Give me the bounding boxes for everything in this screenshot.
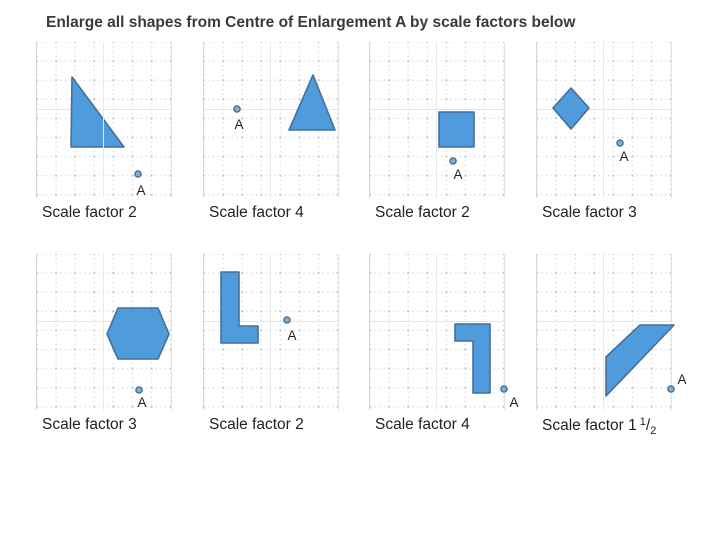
centre-label: A xyxy=(287,328,296,343)
panel-figure: A xyxy=(552,87,629,164)
scale-factor-caption: Scale factor 4 xyxy=(209,204,304,221)
centre-of-enlargement-dot xyxy=(667,385,675,393)
l-shape-shape xyxy=(220,271,259,344)
scale-factor-caption: Scale factor 2 xyxy=(209,416,304,433)
panel-figure: A xyxy=(106,307,170,410)
grid-panel-square: A xyxy=(369,42,505,198)
scale-factor-caption: Scale factor 3 xyxy=(542,204,637,221)
centre-of-enlargement-dot xyxy=(449,157,457,165)
centre-of-enlargement-dot xyxy=(500,385,508,393)
scale-factor-caption: Scale factor 1 1/2 xyxy=(542,416,657,437)
grid-panel-right-triangle: A xyxy=(36,42,172,198)
panel-figure: A xyxy=(454,323,519,410)
centre-label: A xyxy=(136,183,145,198)
reverse-l-shape-shape xyxy=(454,323,491,394)
scale-factor-caption: Scale factor 2 xyxy=(42,204,137,221)
right-triangle-shape xyxy=(70,76,125,148)
worksheet-title: Enlarge all shapes from Centre of Enlarg… xyxy=(46,14,576,31)
centre-label: A xyxy=(619,149,628,164)
panel-figure: A xyxy=(220,271,297,344)
scale-factor-caption: Scale factor 3 xyxy=(42,416,137,433)
grid-panel-hexagon: A xyxy=(36,254,172,410)
fraction-denominator: 2 xyxy=(650,425,657,437)
grid-panel-reverse-l-shape: A xyxy=(369,254,519,410)
centre-label: A xyxy=(453,167,462,182)
centre-label: A xyxy=(677,372,686,387)
diamond-shape xyxy=(552,87,590,130)
centre-label: A xyxy=(234,117,243,132)
panel-figure: A xyxy=(233,74,336,132)
centre-of-enlargement-dot xyxy=(616,139,624,147)
centre-of-enlargement-dot xyxy=(233,105,241,113)
centre-label: A xyxy=(137,395,146,410)
triangle-shape xyxy=(288,74,336,131)
centre-of-enlargement-dot xyxy=(134,170,142,178)
panel-figure: A xyxy=(605,324,687,397)
panel-figure: A xyxy=(438,111,475,182)
scale-factor-caption: Scale factor 4 xyxy=(375,416,470,433)
fraction-numerator: 1 xyxy=(639,416,646,428)
centre-of-enlargement-dot xyxy=(135,386,143,394)
centre-of-enlargement-dot xyxy=(283,316,291,324)
hexagon-shape xyxy=(106,307,170,360)
grid-panel-triangle: A xyxy=(203,42,339,198)
grid-panel-l-shape: A xyxy=(203,254,339,410)
grid-panel-parallelogram: A xyxy=(536,254,687,410)
panel-figure: A xyxy=(70,76,146,198)
scale-factor-caption: Scale factor 2 xyxy=(375,204,470,221)
centre-label: A xyxy=(509,395,518,410)
parallelogram-shape xyxy=(605,324,675,397)
grid-panel-diamond: A xyxy=(536,42,672,198)
square-shape xyxy=(438,111,475,148)
